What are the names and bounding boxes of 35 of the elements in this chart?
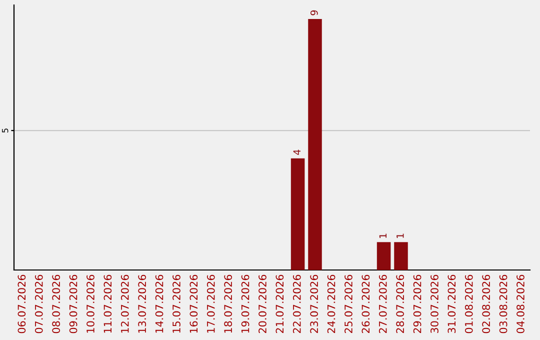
x-tick-label: 07.07.2026: [34, 274, 43, 334]
x-tick-label: 03.08.2026: [499, 274, 508, 334]
x-tick-label: 24.07.2026: [327, 274, 336, 334]
x-tick-label: 31.07.2026: [448, 274, 456, 334]
data-label: 9: [310, 10, 318, 16]
x-tick-label: 13.07.2026: [138, 274, 146, 333]
x-tick-label: 14.07.2026: [155, 274, 164, 333]
x-tick-label: 21.07.2026: [276, 274, 284, 334]
x-tick-label: 10.07.2026: [86, 274, 94, 333]
x-tick-label: 09.07.2026: [69, 274, 78, 334]
x-tick-label: 20.07.2026: [258, 274, 266, 334]
x-tick-label: 27.07.2026: [378, 274, 387, 334]
x-tick-label: 04.08.2026: [516, 274, 524, 334]
x-tick-label: 29.07.2026: [413, 274, 422, 334]
x-tick-label: 23.07.2026: [310, 274, 318, 334]
x-tick-label: 06.07.2026: [18, 274, 26, 334]
x-tick-label: 08.07.2026: [52, 274, 60, 334]
x-tick-label: 12.07.2026: [120, 274, 129, 333]
x-tick-label: 25.07.2026: [344, 274, 352, 334]
x-tick-label: 18.07.2026: [224, 274, 232, 333]
x-tick-label: 22.07.2026: [292, 274, 301, 334]
x-tick-label: 19.07.2026: [241, 274, 250, 333]
x-tick-label: 28.07.2026: [396, 274, 404, 334]
x-tick-label: 17.07.2026: [206, 274, 215, 333]
x-tick-label: 16.07.2026: [190, 274, 198, 333]
data-label: 1: [379, 234, 386, 238]
data-label: 4: [293, 150, 300, 155]
x-tick-label: 11.07.2026: [104, 274, 112, 333]
x-tick-label: 30.07.2026: [430, 274, 438, 334]
x-tick-label: 01.08.2026: [464, 274, 473, 334]
x-tick-label: 26.07.2026: [362, 274, 370, 334]
data-label: 1: [396, 234, 404, 238]
x-tick-label: 02.08.2026: [482, 274, 490, 334]
y-tick-label: 5: [2, 128, 8, 133]
x-tick-label: 15.07.2026: [172, 274, 180, 333]
